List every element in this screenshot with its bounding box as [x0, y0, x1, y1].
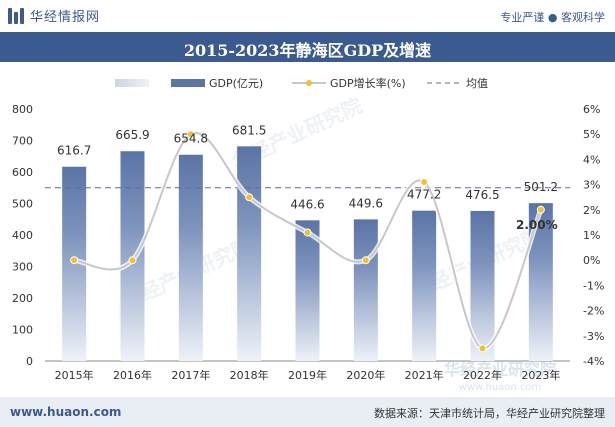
y-right-tick-label: 4%: [583, 153, 600, 166]
legend-swatch-marker: [306, 80, 312, 86]
y-left-tick-label: 200: [12, 292, 33, 305]
legend-label-growth: GDP增长率(%): [330, 76, 406, 90]
y-left-tick-label: 800: [12, 103, 33, 116]
legend-label-average: 均值: [466, 77, 488, 90]
y-left-tick-label: 0: [26, 355, 33, 368]
y-right-tick-label: -3%: [583, 330, 604, 343]
x-tick-label: 2021年: [405, 368, 444, 382]
gdp-bar: [120, 151, 145, 361]
bars: [62, 146, 553, 361]
title-bar: 2015-2023年静海区GDP及增速: [0, 32, 615, 62]
gdp-value-label: 449.6: [349, 196, 383, 210]
gdp-bar: [178, 154, 203, 361]
growth-point: [186, 130, 195, 139]
y-right-tick-label: 6%: [583, 103, 600, 116]
growth-point: [128, 256, 137, 265]
y-left-tick-label: 100: [12, 324, 33, 337]
footer-source: 数据来源：天津市统计局，华经产业研究院整理: [374, 407, 605, 420]
gdp-value-label: 681.5: [232, 123, 266, 137]
y-left-tick-label: 400: [12, 229, 33, 242]
gdp-bar: [353, 219, 378, 361]
slogan: 专业严谨 ● 客观科学: [500, 11, 605, 24]
x-tick-label: 2016年: [113, 368, 152, 382]
logo-icon: [8, 7, 24, 24]
legend: GDP(亿元) GDP增长率(%) 均值: [115, 76, 488, 90]
gdp-value-label: 616.7: [57, 144, 91, 158]
growth-line-path: [74, 131, 542, 350]
growth-point: [361, 256, 370, 265]
gdp-value-label: 501.2: [524, 180, 558, 194]
x-tick-label: 2019年: [288, 368, 327, 382]
y-right-tick-label: 3%: [583, 179, 600, 192]
footer-website: www.huaon.com: [10, 405, 122, 419]
footer: www.huaon.com 数据来源：天津市统计局，华经产业研究院整理: [0, 397, 615, 427]
y-right-tick-label: -2%: [583, 305, 604, 318]
x-tick-label: 2015年: [55, 368, 94, 382]
x-tick-label: 2018年: [230, 368, 269, 382]
y-right-tick-label: 0%: [583, 254, 600, 267]
data-labels: 616.7 665.9 654.8 681.5 446.6 449.6 477.2 476.5…: [57, 123, 558, 231]
gdp-value-label: 654.8: [174, 132, 208, 146]
y-left-tick-label: 700: [12, 135, 33, 148]
x-tick-label: 2022年: [463, 368, 502, 382]
top-bar: 华经情报网 专业严谨 ● 客观科学: [0, 0, 615, 32]
legend-label-gdp: GDP(亿元): [209, 77, 263, 90]
chart-title: 2015-2023年静海区GDP及增速: [183, 41, 432, 60]
y-left-tick-label: 300: [12, 261, 33, 274]
growth-point: [303, 228, 312, 237]
logo-text: 华经情报网: [30, 10, 101, 25]
y-right-tick-label: 1%: [583, 229, 600, 242]
y-right-tick-label: 2%: [583, 204, 600, 217]
legend-swatch-bar: [171, 79, 205, 87]
gdp-bar: [237, 146, 262, 361]
gdp-value-label: 446.6: [290, 197, 324, 211]
gdp-value-label: 665.9: [115, 128, 149, 142]
watermark-text: 华经产业研究院: [444, 360, 556, 379]
growth-line: [70, 130, 545, 353]
y-right-tick-label: -1%: [583, 279, 604, 292]
chart: 华经产业研究院华经产业研究院华经产业研究院华经产业研究院www.huaon.co…: [12, 76, 604, 393]
watermark-url: www.huaon.com: [459, 382, 542, 393]
gdp-bar: [295, 220, 320, 361]
y-right-tick-label: -4%: [583, 355, 604, 368]
y-right-tick-label: 5%: [583, 128, 600, 141]
x-tick-label: 2020年: [346, 368, 385, 382]
growth-point: [245, 193, 254, 202]
growth-point: [420, 178, 429, 187]
y-left-tick-label: 600: [12, 166, 33, 179]
growth-point: [536, 205, 545, 214]
growth-point: [70, 256, 79, 265]
y-left-tick-label: 500: [12, 198, 33, 211]
gdp-value-label: 476.5: [465, 188, 499, 202]
gdp-value-label: 477.2: [407, 188, 441, 202]
legend-swatch-gradient: [115, 79, 149, 87]
x-tick-label: 2023年: [521, 368, 560, 382]
x-tick-label: 2017年: [171, 368, 210, 382]
growth-point: [478, 344, 487, 353]
logo: 华经情报网: [8, 6, 100, 25]
growth-value-label: 2.00%: [516, 218, 558, 232]
gdp-bar: [412, 210, 437, 361]
